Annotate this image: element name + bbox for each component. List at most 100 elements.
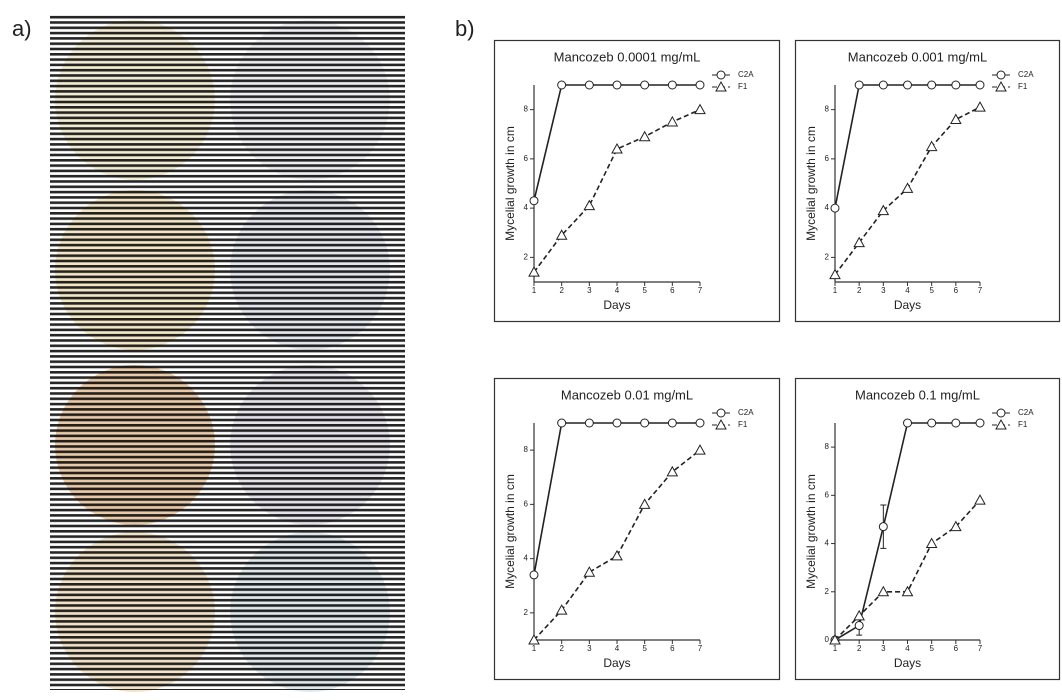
y-tick-label: 2	[524, 252, 529, 261]
marker	[904, 419, 912, 427]
x-tick-label: 2	[857, 286, 862, 295]
chart-panel: Mancozeb 0.001 mg/mL 2 4 6 8 1 2 3 4 5 6 7 Days Mycel…	[796, 41, 1060, 322]
x-tick-label: 6	[670, 644, 675, 653]
marker	[585, 419, 593, 427]
x-tick-label: 5	[642, 286, 647, 295]
x-tick-label: 3	[587, 286, 592, 295]
x-tick-label: 3	[881, 644, 886, 653]
legend-label: F1	[1018, 82, 1028, 91]
y-tick-label: 4	[524, 554, 529, 563]
marker	[585, 81, 593, 89]
y-tick-label: 0	[825, 635, 830, 644]
x-axis-label: Days	[894, 656, 921, 670]
marker	[928, 419, 936, 427]
x-tick-label: 1	[833, 286, 838, 295]
x-tick-label: 6	[954, 286, 959, 295]
y-tick-label: 6	[524, 154, 529, 163]
marker	[530, 197, 538, 205]
marker	[976, 419, 984, 427]
marker	[879, 523, 887, 531]
y-tick-label: 8	[825, 105, 830, 114]
y-axis-label: Mycelial growth in cm	[503, 474, 517, 589]
x-tick-label: 4	[615, 286, 620, 295]
y-tick-label: 6	[825, 490, 830, 499]
legend-label: F1	[738, 82, 748, 91]
charts: Mancozeb 0.0001 mg/mL 2 4 6 8 1 2 3 4 5 6 7 Days Myce…	[495, 41, 1060, 680]
legend-label: C2A	[1018, 70, 1034, 79]
marker	[668, 419, 676, 427]
x-tick-label: 2	[559, 286, 564, 295]
legend-label: C2A	[738, 70, 754, 79]
chart-panel: Mancozeb 0.01 mg/mL24681234567DaysMyceli…	[495, 379, 780, 680]
marker	[928, 81, 936, 89]
legend-marker	[717, 409, 725, 417]
y-tick-label: 4	[524, 203, 529, 212]
y-tick-label: 8	[524, 105, 529, 114]
legend-marker	[997, 71, 1005, 79]
marker	[558, 419, 566, 427]
marker	[558, 81, 566, 89]
marker	[976, 81, 984, 89]
marker	[952, 81, 960, 89]
marker	[613, 419, 621, 427]
y-tick-label: 6	[524, 499, 529, 508]
chart-title: Mancozeb 0.01 mg/mL	[561, 387, 693, 402]
marker	[831, 204, 839, 212]
marker	[641, 81, 649, 89]
chart-title: Mancozeb 0.0001 mg/mL	[554, 49, 701, 64]
marker	[530, 571, 538, 579]
marker	[879, 81, 887, 89]
x-tick-label: 2	[857, 644, 862, 653]
x-tick-label: 5	[929, 644, 934, 653]
x-tick-label: 4	[905, 286, 910, 295]
y-tick-label: 2	[825, 252, 830, 261]
legend-label: F1	[1018, 420, 1028, 429]
x-tick-label: 5	[642, 644, 647, 653]
chart-title: Mancozeb 0.1 mg/mL	[855, 387, 980, 402]
marker	[855, 81, 863, 89]
marker	[641, 419, 649, 427]
chart-title: Mancozeb 0.001 mg/mL	[848, 49, 987, 64]
x-tick-label: 5	[929, 286, 934, 295]
x-tick-label: 4	[615, 644, 620, 653]
y-axis-label: Mycelial growth in cm	[804, 126, 818, 241]
x-tick-label: 2	[559, 644, 564, 653]
marker	[668, 81, 676, 89]
legend-marker	[717, 71, 725, 79]
petri-photos	[50, 15, 405, 692]
y-axis-label: Mycelial growth in cm	[804, 474, 818, 589]
x-tick-label: 7	[978, 644, 983, 653]
marker	[613, 81, 621, 89]
y-tick-label: 2	[524, 608, 529, 617]
x-tick-label: 3	[881, 286, 886, 295]
marker	[952, 419, 960, 427]
marker	[696, 419, 704, 427]
x-tick-label: 7	[978, 286, 983, 295]
marker	[855, 622, 863, 630]
marker	[904, 81, 912, 89]
x-axis-label: Days	[894, 298, 921, 312]
x-tick-label: 4	[905, 644, 910, 653]
legend-label: F1	[738, 420, 748, 429]
x-tick-label: 1	[833, 644, 838, 653]
x-tick-label: 7	[698, 286, 703, 295]
panel-frame	[495, 41, 780, 322]
panel-label: b)	[455, 16, 475, 41]
x-tick-label: 1	[532, 286, 537, 295]
x-tick-label: 1	[532, 644, 537, 653]
y-tick-label: 6	[825, 154, 830, 163]
x-axis-label: Days	[603, 298, 630, 312]
y-tick-label: 2	[825, 587, 830, 596]
legend-marker	[997, 409, 1005, 417]
y-tick-label: 4	[825, 539, 830, 548]
y-tick-label: 8	[825, 442, 830, 451]
chart-panel: Mancozeb 0.1 mg/mL 0 2 4 6 8 1 2 3 4 5 6 7 Days Myceli…	[796, 379, 1060, 680]
x-axis-label: Days	[603, 656, 630, 670]
x-tick-label: 7	[698, 644, 703, 653]
y-tick-label: 8	[524, 445, 529, 454]
legend-label: C2A	[738, 408, 754, 417]
x-tick-label: 6	[954, 644, 959, 653]
y-tick-label: 4	[825, 203, 830, 212]
y-axis-label: Mycelial growth in cm	[503, 126, 517, 241]
